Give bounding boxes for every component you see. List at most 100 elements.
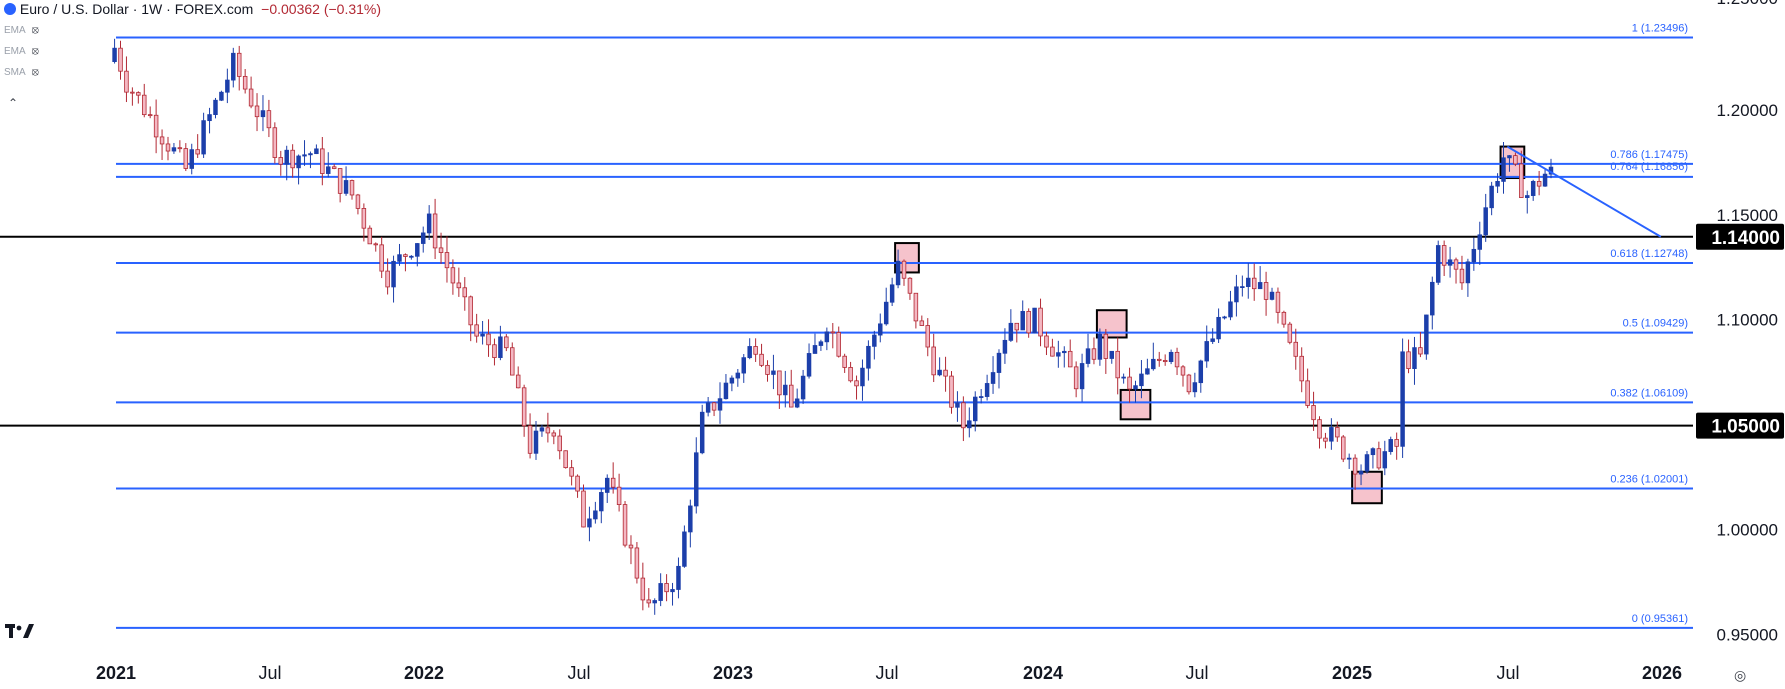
candle-down — [118, 40, 123, 80]
y-tick-label: 1.10000 — [1717, 311, 1778, 330]
candle-up — [717, 382, 723, 424]
x-tick-label: Jul — [567, 663, 590, 683]
price-change: −0.00362 (−0.31%) — [261, 1, 382, 17]
y-tick-label: 1.20000 — [1717, 101, 1778, 120]
candle-down — [367, 225, 373, 245]
candle-up — [415, 243, 420, 267]
candle-up — [326, 152, 331, 178]
candle-up — [599, 488, 604, 524]
svg-text:1.14000: 1.14000 — [1711, 228, 1780, 249]
candle-up — [1477, 221, 1483, 265]
x-tick-label: 2023 — [713, 663, 753, 683]
candle-up — [895, 249, 901, 289]
candle-up — [1358, 464, 1364, 486]
symbol-header: Euro / U.S. Dollar · 1W · FOREX.com −0.0… — [4, 1, 381, 17]
highlight-box[interactable] — [1499, 145, 1526, 180]
candle-down — [1453, 257, 1459, 284]
candle-down — [1186, 373, 1192, 395]
symbol-icon[interactable] — [4, 3, 16, 15]
indicator-row[interactable]: SMA ⦻ — [4, 66, 39, 79]
candle-up — [1507, 155, 1512, 172]
candle-down — [183, 143, 189, 172]
x-tick-label: 2024 — [1023, 663, 1063, 683]
candle-down — [153, 99, 159, 154]
candle-up — [1495, 173, 1500, 194]
settings-icon[interactable]: ◎ — [1734, 667, 1747, 683]
candle-up — [1412, 336, 1417, 385]
candle-up — [955, 391, 960, 422]
candle-down — [581, 484, 586, 528]
candle-down — [492, 338, 497, 366]
candle-down — [242, 69, 248, 94]
eye-hidden-icon[interactable]: ⦻ — [31, 24, 39, 36]
candle-down — [1275, 287, 1281, 324]
candle-up — [1525, 190, 1530, 214]
candle-up — [1489, 181, 1494, 216]
x-tick-label: 2022 — [404, 663, 444, 683]
candle-down — [320, 137, 325, 186]
candle-up — [1424, 314, 1429, 360]
eye-hidden-icon[interactable]: ⦻ — [31, 66, 39, 78]
candle-down — [1305, 368, 1310, 409]
candle-down — [1317, 416, 1322, 449]
candle-down — [1281, 310, 1287, 328]
candle-down — [925, 318, 930, 357]
highlight-box[interactable] — [894, 242, 920, 274]
candle-up — [1097, 328, 1103, 366]
candle-up — [1216, 308, 1221, 344]
candle-up — [1198, 359, 1204, 393]
candle-up — [1246, 262, 1251, 299]
indicator-row[interactable]: EMA ⦻ — [4, 45, 39, 58]
candle-up — [794, 388, 800, 409]
candle-down — [468, 295, 473, 342]
x-tick-label: 2025 — [1332, 663, 1372, 683]
indicator-label: EMA — [4, 25, 26, 36]
indicator-label: EMA — [4, 46, 26, 57]
candle-down — [1115, 337, 1120, 395]
candle-down — [515, 366, 521, 389]
y-tick-label: 1.15000 — [1717, 206, 1778, 225]
x-tick-label: Jul — [1185, 663, 1208, 683]
candle-up — [658, 573, 663, 607]
candle-up — [587, 506, 592, 542]
indicator-row[interactable]: EMA ⦻ — [4, 24, 39, 37]
candle-up — [207, 107, 212, 134]
candle-down — [236, 45, 242, 91]
candle-up — [723, 374, 729, 400]
x-tick-label: Jul — [258, 663, 281, 683]
symbol-title[interactable]: Euro / U.S. Dollar · 1W · FOREX.com — [19, 1, 254, 17]
candle-up — [1483, 193, 1488, 242]
candle-up — [1370, 447, 1376, 469]
candle-down — [1406, 339, 1411, 374]
candle-up — [1269, 287, 1275, 301]
candle-down — [1352, 454, 1358, 490]
candle-up — [604, 474, 610, 503]
horizontal-levels — [0, 235, 1693, 427]
candle-up — [694, 437, 699, 514]
candle-down — [521, 384, 527, 437]
candle-down — [1127, 367, 1132, 403]
candle-down — [931, 333, 936, 383]
candle-up — [705, 396, 711, 417]
candle-up — [984, 374, 990, 401]
candle-down — [527, 413, 533, 459]
fib-levels: 1 (1.23496) 0.786 (1.17475)0.764 (1.16856… — [116, 23, 1693, 629]
chevron-up-icon[interactable]: ⌃ — [7, 96, 19, 110]
trendline[interactable] — [1506, 145, 1662, 238]
candle-down — [1513, 152, 1518, 167]
candle-up — [1002, 328, 1008, 364]
candle-down — [1341, 434, 1346, 463]
highlight-box[interactable] — [1351, 470, 1383, 505]
candle-down — [1073, 361, 1079, 398]
candle-down — [1519, 150, 1524, 198]
candle-up — [1501, 141, 1506, 194]
candle-up — [889, 277, 895, 306]
candle-up — [219, 90, 224, 102]
candle-up — [990, 356, 996, 394]
candle-up — [391, 255, 396, 303]
candle-down — [504, 334, 509, 352]
eye-hidden-icon[interactable]: ⦻ — [31, 45, 39, 57]
candle-down — [616, 473, 622, 512]
trendline-segment[interactable] — [1506, 145, 1662, 238]
